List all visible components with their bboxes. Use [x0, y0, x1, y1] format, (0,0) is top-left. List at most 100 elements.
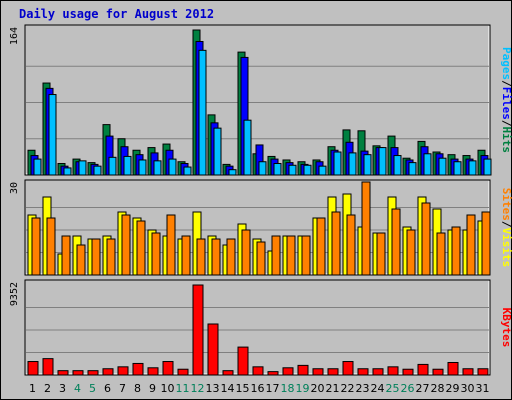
- bar-kbytes-day-25: [387, 366, 399, 376]
- bar-sites-day-26: [406, 229, 416, 276]
- chart-title: Daily usage for August 2012: [19, 7, 215, 21]
- x-tick-label-day-15: 15: [236, 382, 250, 395]
- series-label-part: Hits: [500, 127, 512, 154]
- bar-pages-day-15: [243, 119, 252, 176]
- bar-sites-day-30: [466, 214, 476, 276]
- bar-sites-day-5: [91, 238, 101, 276]
- x-tick-label-day-12: 12: [191, 382, 205, 395]
- bar-pages-day-7: [123, 155, 132, 176]
- x-tick-label-day-10: 10: [161, 382, 175, 395]
- x-tick-label-day-8: 8: [134, 382, 141, 395]
- series-label-bottom: KBytes: [500, 308, 512, 348]
- bar-pages-day-3: [63, 167, 72, 176]
- bar-sites-day-15: [241, 229, 251, 276]
- x-tick-label-day-3: 3: [59, 382, 66, 395]
- bar-sites-day-28: [436, 232, 446, 276]
- bar-pages-day-1: [33, 158, 42, 176]
- y-max-label-top: 164: [9, 27, 20, 45]
- bar-sites-day-13: [211, 238, 221, 276]
- bar-kbytes-day-9: [147, 367, 159, 376]
- x-tick-label-day-21: 21: [326, 382, 340, 395]
- bar-kbytes-day-17: [267, 371, 279, 376]
- bar-pages-day-24: [378, 147, 387, 176]
- bar-sites-day-23: [361, 181, 371, 276]
- series-label-part: Sites: [500, 188, 512, 221]
- series-label-part: Files: [500, 87, 512, 120]
- x-tick-label-day-23: 23: [356, 382, 370, 395]
- x-tick-label-day-17: 17: [266, 382, 280, 395]
- x-tick-label-day-1: 1: [29, 382, 36, 395]
- bar-pages-day-8: [138, 159, 147, 176]
- bar-kbytes-day-28: [432, 368, 444, 376]
- bar-kbytes-day-29: [447, 361, 459, 376]
- x-tick-label-day-26: 26: [401, 382, 415, 395]
- bar-sites-day-27: [421, 202, 431, 276]
- bar-kbytes-day-11: [177, 368, 189, 376]
- x-tick-label-day-20: 20: [311, 382, 325, 395]
- bar-pages-day-27: [423, 153, 432, 176]
- bar-pages-day-5: [93, 165, 102, 176]
- x-tick-label-day-29: 29: [446, 382, 460, 395]
- bar-kbytes-day-23: [357, 368, 369, 376]
- bar-kbytes-day-30: [462, 368, 474, 376]
- x-tick-label-day-28: 28: [431, 382, 445, 395]
- bar-sites-day-1: [31, 217, 41, 276]
- bar-sites-day-11: [181, 235, 191, 276]
- bar-kbytes-day-21: [327, 368, 339, 376]
- bar-kbytes-day-1: [27, 361, 39, 376]
- bar-pages-day-12: [198, 49, 207, 176]
- y-max-label-middle: 30: [9, 182, 20, 194]
- series-label-part: KBytes: [500, 308, 512, 348]
- bar-pages-day-21: [333, 151, 342, 176]
- bar-pages-day-10: [168, 158, 177, 176]
- bar-pages-day-4: [78, 160, 87, 176]
- x-tick-label-day-18: 18: [281, 382, 295, 395]
- x-tick-label-day-11: 11: [176, 382, 190, 395]
- bar-pages-day-16: [258, 161, 267, 176]
- bar-kbytes-day-16: [252, 366, 264, 376]
- bar-pages-day-22: [348, 152, 357, 176]
- bar-kbytes-day-2: [42, 358, 54, 376]
- bar-kbytes-day-3: [57, 370, 69, 376]
- x-tick-label-day-24: 24: [371, 382, 385, 395]
- bar-sites-day-4: [76, 244, 86, 276]
- bar-kbytes-day-7: [117, 366, 129, 376]
- x-tick-label-day-2: 2: [44, 382, 51, 395]
- bar-kbytes-day-24: [372, 368, 384, 376]
- bar-sites-day-21: [331, 211, 341, 276]
- bar-kbytes-day-6: [102, 368, 114, 376]
- bar-pages-day-17: [273, 163, 282, 176]
- bar-sites-day-2: [46, 217, 56, 276]
- bar-pages-day-9: [153, 160, 162, 176]
- x-tick-label-day-13: 13: [206, 382, 220, 395]
- bar-kbytes-day-10: [162, 361, 174, 376]
- x-tick-label-day-7: 7: [119, 382, 126, 395]
- bar-kbytes-day-4: [72, 370, 84, 376]
- bar-sites-day-6: [106, 238, 116, 276]
- bar-kbytes-day-12: [192, 284, 204, 376]
- series-label-part: Pages: [500, 47, 512, 80]
- bar-pages-day-28: [438, 157, 447, 176]
- bar-sites-day-3: [61, 235, 71, 276]
- x-tick-label-day-19: 19: [296, 382, 310, 395]
- y-max-label-bottom: 9352: [9, 282, 20, 306]
- bar-kbytes-day-27: [417, 363, 429, 376]
- bar-kbytes-day-19: [297, 364, 309, 376]
- x-tick-label-day-31: 31: [476, 382, 490, 395]
- bar-sites-day-9: [151, 232, 161, 276]
- bar-pages-day-2: [48, 94, 57, 176]
- bar-pages-day-14: [228, 169, 237, 176]
- bar-sites-day-22: [346, 214, 356, 276]
- bar-pages-day-31: [483, 158, 492, 176]
- bar-kbytes-day-18: [282, 367, 294, 376]
- series-label-part: /: [500, 221, 512, 228]
- bar-kbytes-day-15: [237, 346, 249, 376]
- x-tick-label-day-4: 4: [74, 382, 81, 395]
- x-tick-label-day-27: 27: [416, 382, 430, 395]
- series-label-part: Visits: [500, 228, 512, 268]
- bar-pages-day-30: [468, 160, 477, 176]
- x-tick-label-day-9: 9: [149, 382, 156, 395]
- bar-sites-day-18: [286, 235, 296, 276]
- bar-sites-day-24: [376, 232, 386, 276]
- series-label-part: /: [500, 120, 512, 127]
